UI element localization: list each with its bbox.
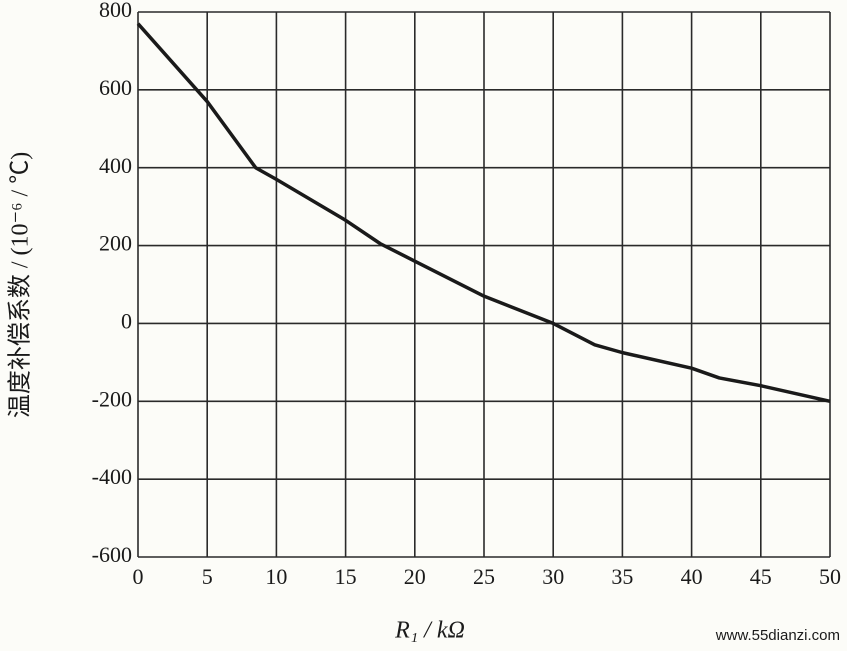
- x-tick-label: 0: [133, 564, 144, 589]
- x-tick-label: 35: [611, 564, 633, 589]
- y-tick-label: -600: [92, 542, 132, 567]
- y-tick-label: 400: [99, 153, 132, 178]
- y-tick-label: 200: [99, 231, 132, 256]
- y-tick-label: 0: [121, 308, 132, 333]
- x-tick-label: 40: [681, 564, 703, 589]
- y-tick-label: -400: [92, 464, 132, 489]
- x-tick-label: 30: [542, 564, 564, 589]
- y-axis-label: 温度补偿系数 / (10⁻⁶ / ℃): [7, 152, 34, 418]
- x-tick-label: 20: [404, 564, 426, 589]
- data-line: [136, 22, 831, 403]
- x-tick-label: 25: [473, 564, 495, 589]
- x-tick-label: 5: [202, 564, 213, 589]
- x-tick-label: 50: [819, 564, 841, 589]
- x-axis-label: R₁ / kΩ: [394, 618, 465, 644]
- y-tick-label: 600: [99, 75, 132, 100]
- x-tick-label: 10: [265, 564, 287, 589]
- watermark: www.55dianzi.com: [715, 627, 840, 644]
- y-tick-label: 800: [99, 0, 132, 22]
- x-tick-label: 45: [750, 564, 772, 589]
- x-tick-label: 15: [335, 564, 357, 589]
- y-tick-label: -200: [92, 386, 132, 411]
